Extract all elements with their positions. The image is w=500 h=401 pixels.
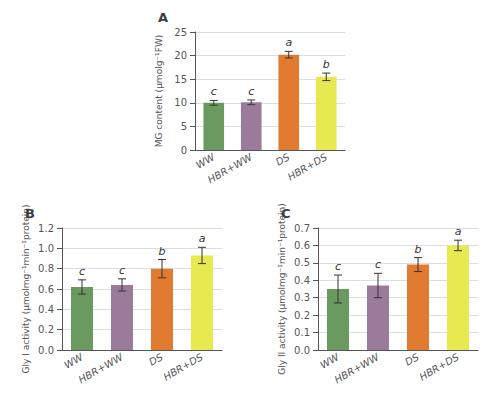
svg-text:DS: DS xyxy=(403,351,421,368)
svg-text:Gly II activity (μmolmg⁻¹min⁻¹: Gly II activity (μmolmg⁻¹min⁻¹protein) xyxy=(277,203,287,375)
svg-text:b: b xyxy=(323,58,330,71)
svg-text:b: b xyxy=(415,243,422,256)
svg-text:a: a xyxy=(199,232,206,245)
svg-text:A: A xyxy=(158,10,168,25)
svg-text:0.2: 0.2 xyxy=(38,324,54,335)
svg-text:Gly I activity (μmolmg⁻¹min⁻¹p: Gly I activity (μmolmg⁻¹min⁻¹protein) xyxy=(21,205,31,374)
svg-text:20: 20 xyxy=(174,50,187,61)
svg-text:WW: WW xyxy=(62,351,86,371)
svg-text:WW: WW xyxy=(318,351,342,371)
svg-text:c: c xyxy=(375,258,381,271)
svg-text:HBR+WW: HBR+WW xyxy=(332,351,381,386)
svg-text:1.2: 1.2 xyxy=(38,223,54,234)
svg-text:0.0: 0.0 xyxy=(38,345,54,356)
svg-text:0.7: 0.7 xyxy=(294,223,310,234)
svg-text:0.1: 0.1 xyxy=(294,327,310,338)
svg-text:0.6: 0.6 xyxy=(294,240,310,251)
svg-text:0.2: 0.2 xyxy=(294,310,310,321)
svg-text:DS: DS xyxy=(274,151,292,168)
svg-text:10: 10 xyxy=(174,97,187,108)
svg-text:HBR+WW: HBR+WW xyxy=(76,351,125,386)
svg-text:0.0: 0.0 xyxy=(294,345,310,356)
svg-text:5: 5 xyxy=(181,121,187,132)
svg-text:HBR+DS: HBR+DS xyxy=(417,351,461,383)
svg-text:0.8: 0.8 xyxy=(38,263,54,274)
svg-text:a: a xyxy=(455,225,462,238)
svg-text:HBR+DS: HBR+DS xyxy=(286,151,330,183)
svg-text:HBR+DS: HBR+DS xyxy=(161,351,205,383)
svg-text:1.0: 1.0 xyxy=(38,243,54,254)
svg-text:c: c xyxy=(119,264,125,277)
svg-text:0.4: 0.4 xyxy=(294,275,310,286)
svg-text:DS: DS xyxy=(147,351,165,368)
svg-text:C: C xyxy=(281,206,291,221)
svg-text:a: a xyxy=(285,36,292,49)
svg-text:15: 15 xyxy=(174,74,187,85)
svg-text:B: B xyxy=(25,206,35,221)
svg-text:25: 25 xyxy=(174,27,187,38)
svg-text:0.6: 0.6 xyxy=(38,284,54,295)
svg-text:0: 0 xyxy=(181,145,187,156)
svg-text:c: c xyxy=(79,265,85,278)
svg-text:WW: WW xyxy=(194,151,218,171)
svg-text:c: c xyxy=(211,85,217,98)
svg-text:0.3: 0.3 xyxy=(294,292,310,303)
svg-text:0.4: 0.4 xyxy=(38,304,54,315)
svg-text:b: b xyxy=(159,245,166,258)
svg-text:0.5: 0.5 xyxy=(294,257,310,268)
svg-text:HBR+WW: HBR+WW xyxy=(206,151,255,186)
svg-text:c: c xyxy=(335,260,341,273)
svg-text:MG content (μmolg⁻¹FW): MG content (μmolg⁻¹FW) xyxy=(154,35,164,148)
svg-text:c: c xyxy=(248,85,254,98)
